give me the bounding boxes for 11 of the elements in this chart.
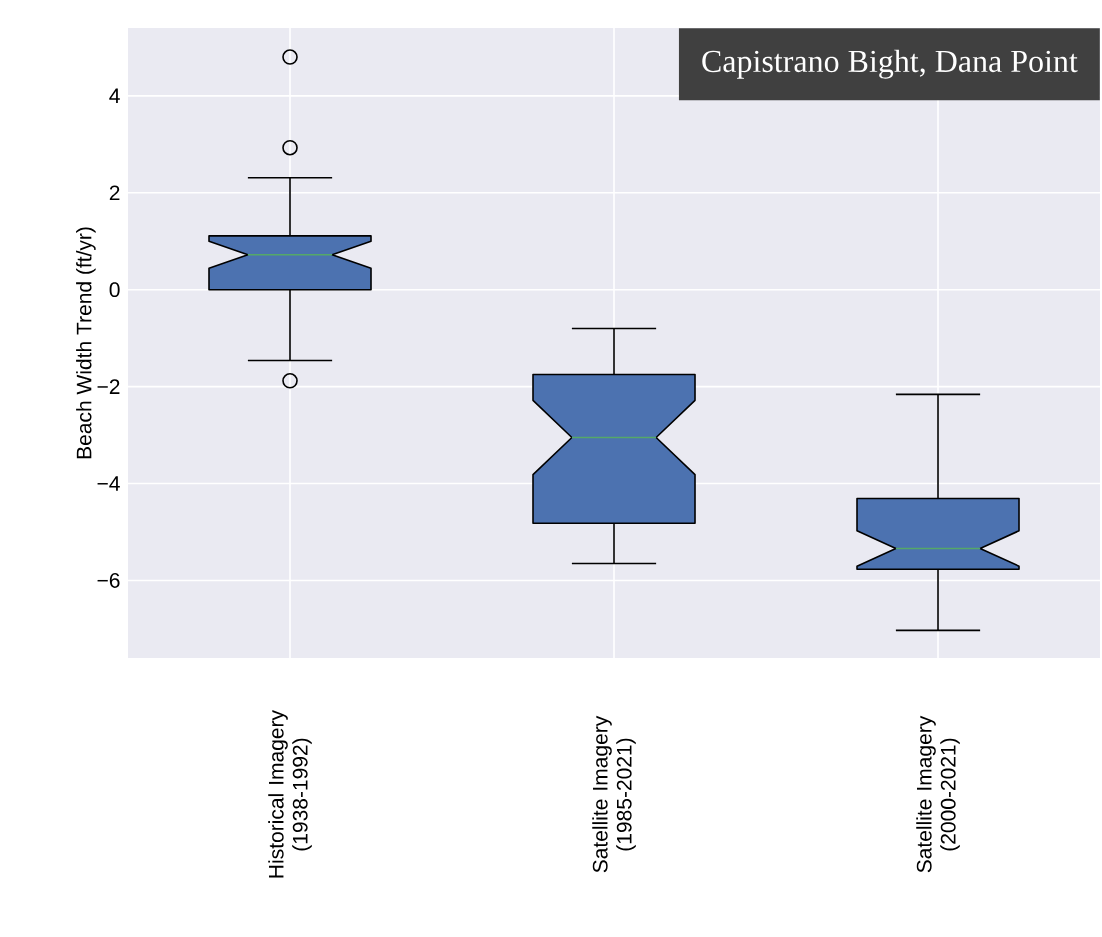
y-tick-label: −2	[97, 379, 120, 394]
x-tick-label: Historical Imagery (1938-1992)	[268, 710, 312, 878]
text: Capistrano Bight, Dana Point	[702, 49, 1078, 79]
x-tick-label: Satellite Imagery (2000-2021)	[916, 715, 960, 873]
y-tick-label: 0	[109, 282, 120, 298]
y-tick-label: 2	[109, 185, 120, 201]
x-tick-label: Satellite Imagery (1985-2021)	[592, 715, 636, 873]
y-tick-label: −4	[97, 476, 120, 491]
y-axis-title: Beach Width Trend (ft/yr)	[76, 227, 96, 459]
y-tick-label: −6	[97, 573, 120, 588]
y-tick-label: 4	[109, 88, 120, 104]
